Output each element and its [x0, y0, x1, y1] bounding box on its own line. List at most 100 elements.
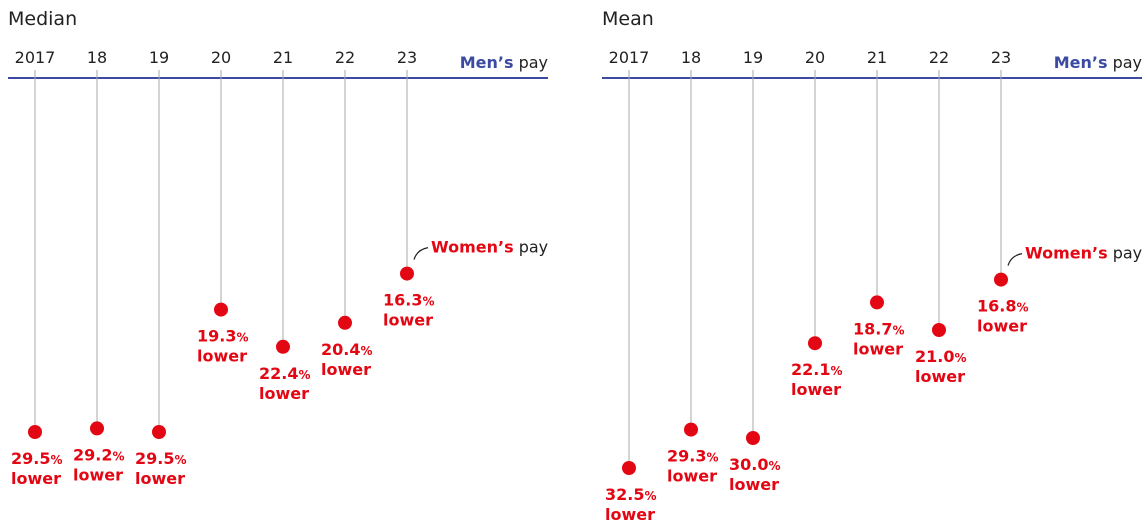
x-tick-label: 21 [867, 48, 887, 67]
x-tick-label: 23 [397, 48, 417, 67]
value-number: 29.5 [11, 449, 50, 468]
value-number: 29.3 [667, 447, 706, 466]
value-unit: % [706, 451, 718, 465]
value-note: lower [605, 505, 655, 524]
x-tick-label: 18 [681, 48, 701, 67]
value-number: 19.3 [197, 327, 236, 346]
value-number: 21.0 [915, 347, 954, 366]
value-unit: % [50, 453, 62, 467]
value-unit: % [892, 323, 904, 337]
value-unit: % [360, 344, 372, 358]
value-number: 16.8 [977, 297, 1016, 316]
series-label-name: Women’s [1025, 244, 1108, 263]
value-label: 29.5% [135, 449, 187, 468]
series-connector [1007, 253, 1023, 266]
value-note: lower [73, 465, 123, 484]
baseline-label-name: Men’s [1054, 53, 1108, 72]
value-number: 29.2 [73, 445, 112, 464]
series-label-suffix: pay [1113, 244, 1142, 263]
value-number: 22.4 [259, 364, 298, 383]
value-label: 16.8% [977, 297, 1029, 316]
dot [746, 431, 760, 445]
value-label: 30.0% [729, 455, 781, 474]
value-unit: % [236, 331, 248, 345]
x-tick-label: 19 [743, 48, 763, 67]
x-tick-label: 21 [273, 48, 293, 67]
dot [684, 422, 698, 437]
value-label: 29.3% [667, 447, 719, 466]
series-label: Women’s pay [431, 238, 548, 257]
x-tick-label: 19 [149, 48, 169, 67]
value-label: 32.5% [605, 485, 657, 504]
dot [932, 323, 946, 337]
dot [994, 272, 1008, 287]
dot [808, 336, 822, 351]
value-note: lower [11, 469, 61, 488]
x-tick-label: 20 [805, 48, 825, 67]
dot [338, 315, 352, 330]
value-unit: % [112, 449, 124, 463]
panel-title: Mean [602, 8, 654, 30]
value-unit: % [830, 364, 842, 378]
x-tick-label: 2017 [15, 48, 56, 67]
value-label: 21.0% [915, 347, 967, 366]
dot [152, 425, 166, 439]
value-note: lower [197, 347, 247, 366]
dot [214, 302, 228, 317]
baseline-label-name: Men’s [460, 53, 514, 72]
x-tick-label: 22 [929, 48, 949, 67]
value-note: lower [383, 311, 433, 330]
x-tick-label: 23 [991, 48, 1011, 67]
value-unit: % [174, 453, 186, 467]
series-label-name: Women’s [431, 238, 514, 257]
value-unit: % [1016, 301, 1028, 315]
dot [400, 266, 414, 281]
value-label: 19.3% [197, 327, 249, 346]
value-note: lower [791, 380, 841, 399]
dot [90, 421, 104, 436]
value-note: lower [853, 339, 903, 358]
value-number: 22.1 [791, 360, 830, 379]
value-number: 30.0 [729, 455, 768, 474]
series-label-suffix: pay [519, 238, 548, 257]
baseline-label: Men’s pay [1054, 53, 1142, 72]
x-tick-label: 2017 [609, 48, 650, 67]
x-tick-label: 18 [87, 48, 107, 67]
value-unit: % [768, 459, 780, 473]
value-label: 16.3% [383, 291, 435, 310]
value-unit: % [298, 368, 310, 382]
value-label: 18.7% [853, 319, 905, 338]
value-label: 22.4% [259, 364, 311, 383]
value-label: 22.1% [791, 360, 843, 379]
dot [28, 425, 42, 439]
value-note: lower [667, 467, 717, 486]
value-unit: % [644, 489, 656, 503]
series-label: Women’s pay [1025, 244, 1142, 263]
value-note: lower [135, 469, 185, 488]
value-number: 18.7 [853, 319, 892, 338]
value-label: 29.2% [73, 445, 125, 464]
value-note: lower [729, 475, 779, 494]
dot [870, 295, 884, 310]
baseline-label: Men’s pay [460, 53, 548, 72]
value-number: 16.3 [383, 291, 422, 310]
value-note: lower [977, 317, 1027, 336]
value-number: 29.5 [135, 449, 174, 468]
dot [276, 339, 290, 354]
value-note: lower [915, 367, 965, 386]
value-unit: % [954, 351, 966, 365]
value-label: 20.4% [321, 340, 373, 359]
dot [622, 461, 636, 475]
value-number: 32.5 [605, 485, 644, 504]
series-connector [413, 247, 429, 260]
value-label: 29.5% [11, 449, 63, 468]
value-unit: % [422, 295, 434, 309]
x-tick-label: 20 [211, 48, 231, 67]
value-note: lower [259, 384, 309, 403]
value-note: lower [321, 360, 371, 379]
baseline-label-suffix: pay [1113, 53, 1142, 72]
value-number: 20.4 [321, 340, 360, 359]
baseline-label-suffix: pay [519, 53, 548, 72]
x-tick-label: 22 [335, 48, 355, 67]
